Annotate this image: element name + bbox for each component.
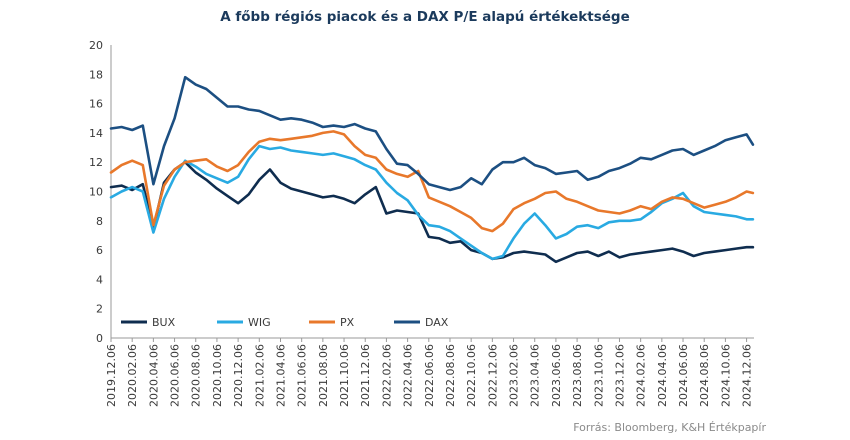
series-line-px (109, 130, 755, 233)
x-tick-label: 2021.08.06 (317, 344, 330, 407)
x-tick-label: 2023.12.06 (613, 344, 626, 407)
x-tick-label: 2024.06.06 (677, 344, 690, 407)
y-tick-label: 0 (96, 332, 103, 345)
x-tick-label: 2020.10.06 (211, 344, 224, 407)
legend: BUX WIG PX DAX (121, 316, 449, 329)
x-tick-label: 2022.06.06 (423, 344, 436, 407)
x-tick-label: 2022.12.06 (486, 344, 499, 407)
legend-label-dax: DAX (425, 316, 449, 329)
x-tick-label: 2022.02.06 (380, 344, 393, 407)
chart-title: A főbb régiós piacok és a DAX P/E alapú … (220, 9, 630, 25)
x-tick-label: 2021.10.06 (338, 344, 351, 407)
legend-label-px: PX (340, 316, 355, 329)
x-axis-ticks: 2019.12.06 2020.02.06 2020.04.06 2020.06.06… (105, 338, 754, 407)
x-tick-label: 2022.08.06 (444, 344, 457, 407)
x-tick-label: 2023.04.06 (529, 344, 542, 407)
y-tick-label: 6 (96, 244, 103, 257)
y-tick-label: 14 (89, 127, 103, 140)
x-tick-label: 2024.12.06 (741, 344, 754, 407)
x-tick-label: 2023.06.06 (550, 344, 563, 407)
legend-label-bux: BUX (152, 316, 176, 329)
x-tick-label: 2024.02.06 (635, 344, 648, 407)
x-tick-label: 2023.10.06 (592, 344, 605, 407)
y-tick-label: 10 (89, 186, 103, 199)
x-tick-label: 2019.12.06 (105, 344, 118, 407)
series-line-dax (109, 75, 755, 192)
x-tick-label: 2022.04.06 (402, 344, 415, 407)
x-tick-label: 2021.02.06 (253, 344, 266, 407)
x-tick-label: 2023.02.06 (508, 344, 521, 407)
x-tick-label: 2022.10.06 (465, 344, 478, 407)
y-axis-ticks: 0 2 4 6 8 10 12 14 16 18 20 (89, 39, 103, 345)
x-tick-label: 2020.02.06 (126, 344, 139, 407)
series-lines (109, 75, 755, 264)
y-tick-label: 16 (89, 98, 103, 111)
source-note: Forrás: Bloomberg, K&H Értékpapír (573, 421, 766, 434)
chart-axes (110, 45, 754, 339)
x-tick-label: 2024.08.06 (698, 344, 711, 407)
x-tick-label: 2020.04.06 (147, 344, 160, 407)
x-tick-label: 2020.08.06 (190, 344, 203, 407)
x-tick-label: 2021.06.06 (296, 344, 309, 407)
y-tick-label: 4 (96, 273, 103, 286)
x-tick-label: 2021.04.06 (274, 344, 287, 407)
y-tick-label: 18 (89, 68, 103, 81)
y-tick-label: 8 (96, 215, 103, 228)
x-tick-label: 2024.10.06 (719, 344, 732, 407)
series-line-bux (109, 160, 755, 264)
series-line-wig (109, 144, 755, 261)
x-tick-label: 2024.04.06 (656, 344, 669, 407)
x-tick-label: 2020.06.06 (169, 344, 182, 407)
x-tick-label: 2021.12.06 (359, 344, 372, 407)
legend-label-wig: WIG (248, 316, 271, 329)
y-tick-label: 12 (89, 156, 103, 169)
y-tick-label: 2 (96, 303, 103, 316)
y-tick-label: 20 (89, 39, 103, 52)
x-tick-label: 2020.12.06 (232, 344, 245, 407)
x-tick-label: 2023.08.06 (571, 344, 584, 407)
